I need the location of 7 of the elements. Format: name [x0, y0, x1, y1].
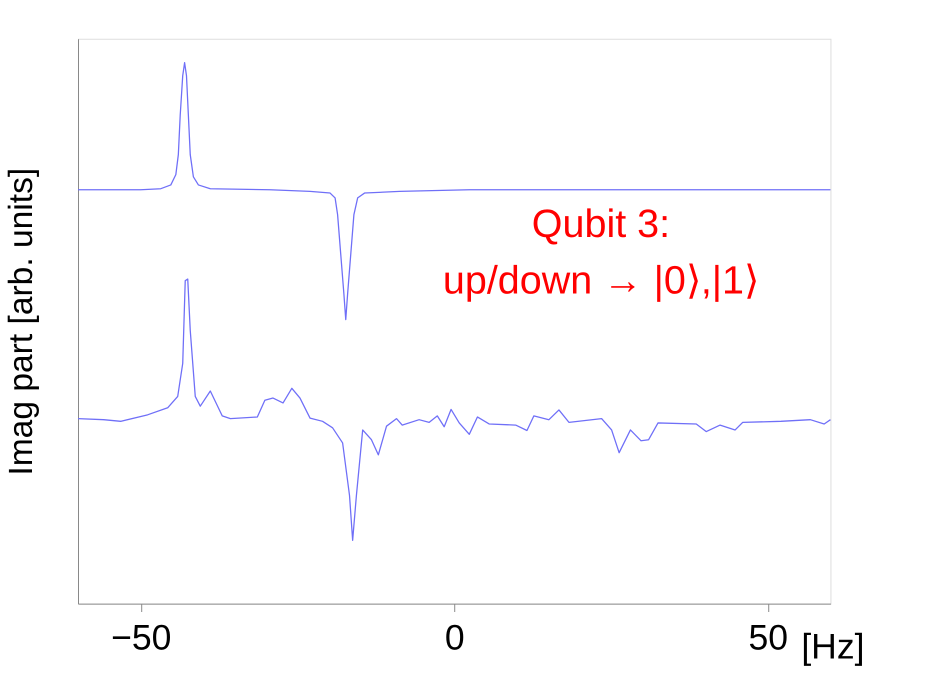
x-tick-label: 0	[444, 618, 465, 658]
annotation: Qubit 3:	[532, 202, 670, 246]
x-tick-label: −50	[111, 618, 172, 658]
x-axis-title: [Hz]	[801, 626, 864, 666]
y-axis-title: Imag part [arb. units]	[3, 168, 40, 476]
x-tick-label: 50	[748, 618, 788, 658]
annotation: up/down → |0⟩,|1⟩	[442, 258, 760, 303]
